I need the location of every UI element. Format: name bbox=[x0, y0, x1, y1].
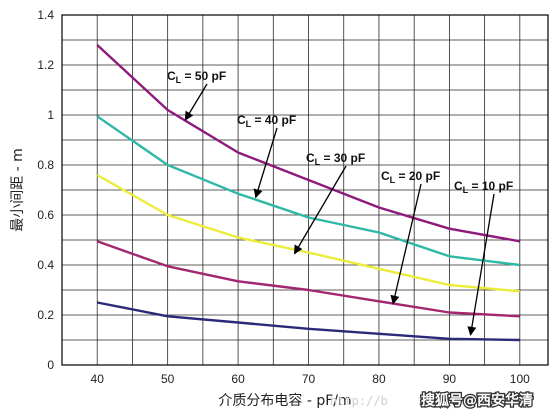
series-label: CL = 50 pF bbox=[167, 69, 226, 85]
x-tick-label: 70 bbox=[302, 372, 316, 386]
y-tick-label: 0.2 bbox=[37, 308, 54, 322]
series-label: CL = 40 pF bbox=[237, 113, 296, 129]
series-arrow bbox=[184, 83, 208, 121]
tick-labels: 40 50 60 70 80 90 100 0 0.2 0.4 0.6 0.8 1 1.2 1.4 bbox=[37, 8, 530, 386]
y-tick-label: 0 bbox=[47, 358, 54, 372]
series-label: CL = 10 pF bbox=[454, 179, 513, 195]
series-arrow bbox=[467, 193, 495, 336]
series-line bbox=[96, 44, 521, 243]
series-line bbox=[96, 240, 520, 318]
y-tick-label: 1.4 bbox=[37, 8, 54, 22]
watermark: 搜狐号@西安华清 bbox=[421, 392, 533, 409]
series-line bbox=[96, 115, 520, 267]
x-tick-label: 90 bbox=[443, 372, 457, 386]
label-arrows bbox=[184, 83, 495, 336]
y-tick-label: 0.4 bbox=[37, 258, 54, 272]
y-tick-label: 0.6 bbox=[37, 208, 54, 222]
series-line bbox=[96, 301, 520, 342]
series-lines bbox=[96, 44, 521, 342]
series-line bbox=[96, 173, 520, 293]
y-axis-title: 最小间距 - m bbox=[10, 148, 26, 232]
x-tick-label: 60 bbox=[231, 372, 245, 386]
y-tick-label: 0.8 bbox=[37, 158, 54, 172]
series-arrow bbox=[390, 183, 422, 305]
y-tick-label: 1.2 bbox=[37, 58, 54, 72]
x-tick-label: 50 bbox=[161, 372, 175, 386]
series-label: CL = 30 pF bbox=[306, 151, 365, 167]
watermark-faint: http://b bbox=[330, 394, 388, 408]
x-axis-title: 介质分布电容 - pF/m bbox=[218, 392, 351, 409]
y-tick-label: 1 bbox=[47, 108, 54, 122]
series-label: CL = 20 pF bbox=[381, 169, 440, 185]
x-tick-label: 80 bbox=[372, 372, 386, 386]
plot-frame bbox=[61, 14, 549, 366]
x-tick-label: 40 bbox=[91, 372, 105, 386]
series-labels: CL = 50 pF CL = 40 pF CL = 30 pF CL = 20 pF… bbox=[167, 69, 513, 195]
series-arrow bbox=[253, 127, 278, 199]
series-arrow bbox=[293, 165, 347, 255]
x-tick-label: 100 bbox=[510, 372, 530, 386]
